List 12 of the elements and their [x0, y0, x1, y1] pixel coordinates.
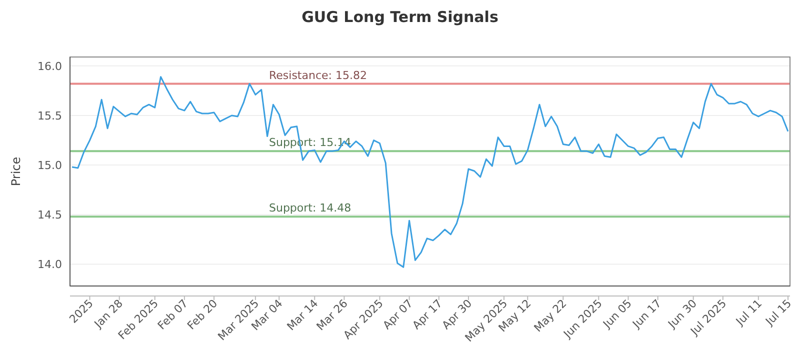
y-tick-label: 15.5 [38, 109, 62, 122]
y-axis-title: Price [9, 156, 23, 186]
y-tick-label: 16.0 [38, 60, 62, 73]
y-tick-label: 14.0 [38, 258, 62, 272]
y-tick-label: 14.5 [38, 208, 62, 222]
x-tick-label: Jul 11 [732, 296, 765, 329]
y-tick-label: 15.0 [38, 159, 62, 172]
x-tick-label: Jul 15 [762, 296, 794, 329]
ref-line-label: Resistance: 15.82 [269, 68, 367, 82]
ref-line-label: Support: 14.48 [269, 202, 352, 215]
chart-title: GUG Long Term Signals [302, 8, 498, 26]
x-tick-label: Feb 20 [184, 296, 220, 332]
